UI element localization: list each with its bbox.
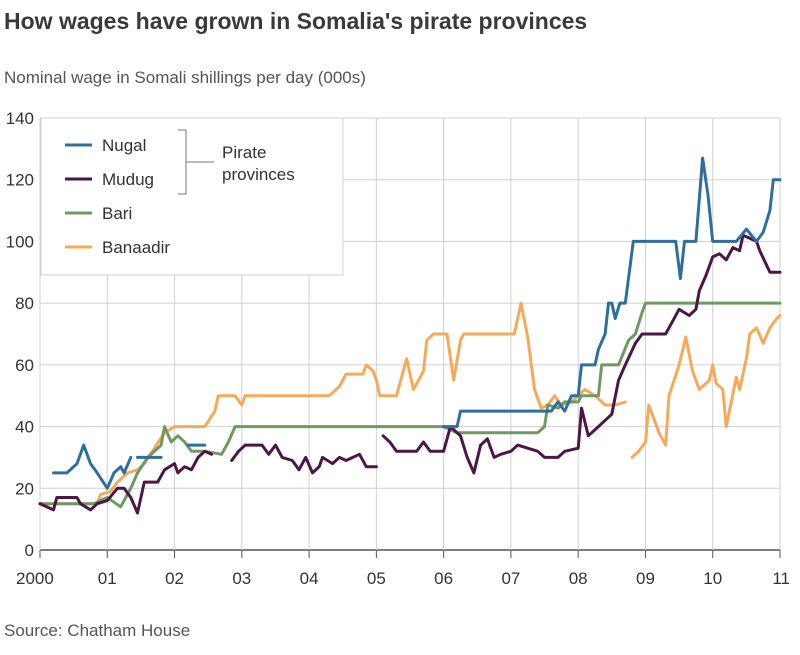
legend-box <box>40 117 344 276</box>
legend-group-label: Pirate <box>222 143 266 162</box>
x-tick-label: 06 <box>434 569 453 588</box>
wage-line-chart: 0 20 40 60 80 100 120 140 2000 01 02 03 04 05 06 07 08 09… <box>6 109 790 588</box>
source-note: Source: Chatham House <box>4 621 191 640</box>
chart-subtitle: Nominal wage in Somali shillings per day… <box>4 68 366 87</box>
y-tick-label: 120 <box>6 171 34 190</box>
y-tick-label: 140 <box>6 109 34 128</box>
series-line-bari <box>38 301 782 509</box>
y-tick-label: 60 <box>15 356 34 375</box>
x-tick-label: 09 <box>636 569 655 588</box>
axes: 0 20 40 60 80 100 120 140 2000 01 02 03 04 05 06 07 08 09… <box>6 109 790 588</box>
series-line-nugal <box>442 156 782 429</box>
y-tick-label: 20 <box>15 479 34 498</box>
legend-label-nugal: Nugal <box>102 136 146 155</box>
page-title: How wages have grown in Somalia's pirate… <box>4 8 588 34</box>
series-line-nugal <box>52 443 133 490</box>
legend-group-label: provinces <box>222 165 295 184</box>
legend-label-bari: Bari <box>102 204 132 223</box>
x-tick-label: 10 <box>703 569 722 588</box>
x-tick-label: 07 <box>501 569 520 588</box>
x-tick-label: 03 <box>232 569 251 588</box>
legend-label-banaadir: Banaadir <box>102 238 170 257</box>
series-lines <box>38 156 782 515</box>
legend: Nugal Mudug Bari Banaadir Pirate provinces <box>40 117 344 276</box>
series-line-banaadir <box>630 314 782 459</box>
y-tick-label: 100 <box>6 232 34 251</box>
legend-label-mudug: Mudug <box>102 170 154 189</box>
x-tick-label: 05 <box>367 569 386 588</box>
x-tick-label: 08 <box>569 569 588 588</box>
x-tick-label: 04 <box>300 569 319 588</box>
x-tick-label: 2000 <box>16 569 54 588</box>
x-tick-label: 02 <box>165 569 184 588</box>
x-tick-label: 11 <box>772 569 790 588</box>
series-line-mudug <box>38 449 213 515</box>
x-tick-label: 01 <box>98 569 117 588</box>
y-tick-label: 0 <box>25 541 34 560</box>
y-tick-label: 80 <box>15 294 34 313</box>
series-line-mudug <box>381 233 782 475</box>
series-line-mudug <box>230 443 378 475</box>
y-tick-label: 40 <box>15 418 34 437</box>
series-line-banaadir <box>38 301 627 506</box>
